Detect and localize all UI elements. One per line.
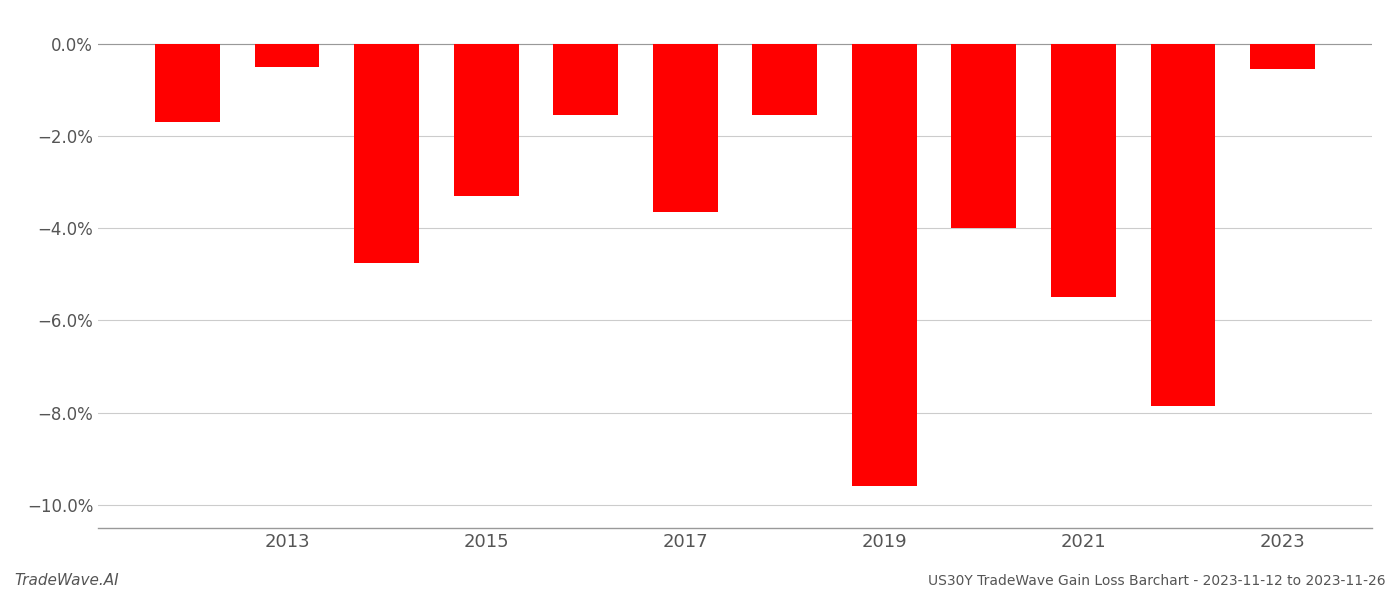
Bar xyxy=(354,44,419,263)
Bar xyxy=(1151,44,1215,406)
Bar xyxy=(255,44,319,67)
Bar xyxy=(752,44,818,115)
Bar xyxy=(952,44,1016,228)
Bar xyxy=(1250,44,1315,69)
Bar xyxy=(155,44,220,122)
Bar xyxy=(853,44,917,487)
Text: TradeWave.AI: TradeWave.AI xyxy=(14,573,119,588)
Text: US30Y TradeWave Gain Loss Barchart - 2023-11-12 to 2023-11-26: US30Y TradeWave Gain Loss Barchart - 202… xyxy=(928,574,1386,588)
Bar xyxy=(553,44,617,115)
Bar xyxy=(652,44,718,212)
Bar xyxy=(454,44,518,196)
Bar xyxy=(1051,44,1116,298)
